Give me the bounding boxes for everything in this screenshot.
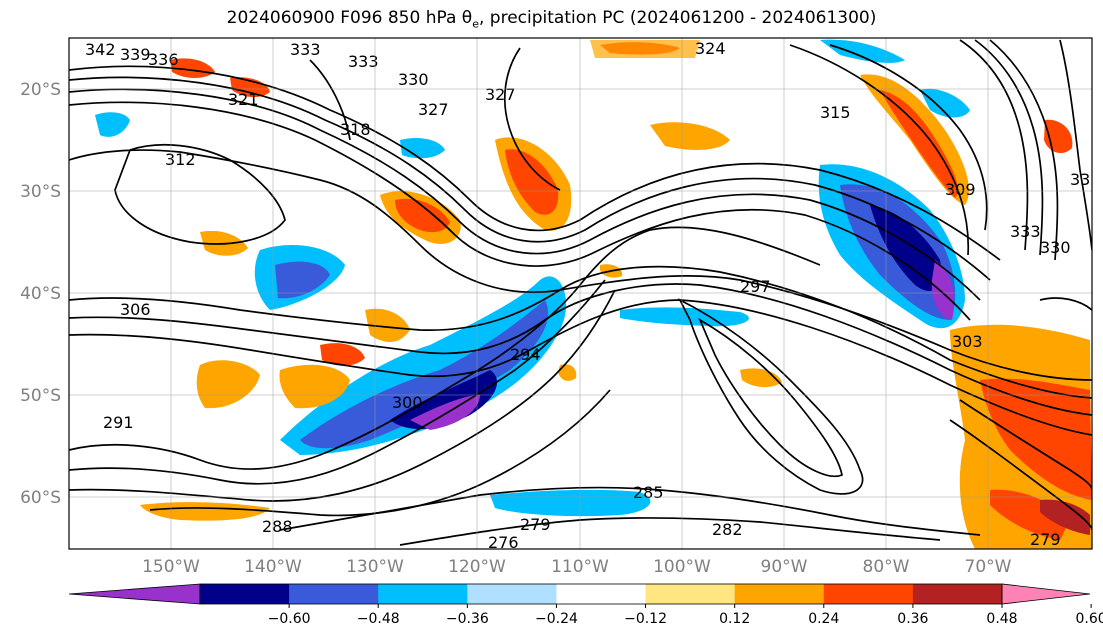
colorbar-tick-label: 0.12 — [719, 611, 750, 627]
svg-text:70°W: 70°W — [965, 557, 1012, 577]
svg-text:285: 285 — [633, 483, 664, 502]
colorbar-tick-label: 0.36 — [897, 611, 928, 627]
map-title: 2024060900 F096 850 hPa θe, precipitatio… — [226, 8, 877, 31]
colorbar-swatch — [289, 584, 379, 604]
colorbar-swatch — [467, 584, 557, 604]
svg-text:333: 333 — [348, 52, 379, 71]
colorbar-tick-label: 0.24 — [808, 611, 839, 627]
colorbar-tick-label: −0.48 — [357, 611, 400, 627]
svg-text:318: 318 — [340, 120, 371, 139]
colorbar-swatch — [200, 584, 290, 604]
colorbar-frame — [199, 583, 1003, 605]
svg-text:324: 324 — [695, 39, 726, 58]
svg-text:40°S: 40°S — [20, 284, 61, 304]
svg-text:276: 276 — [488, 533, 519, 552]
svg-text:291: 291 — [103, 413, 134, 432]
theta-e-contours — [69, 39, 1092, 546]
svg-text:303: 303 — [952, 332, 983, 351]
svg-text:279: 279 — [520, 515, 551, 534]
gridlines — [69, 38, 1092, 549]
colorbar-swatch — [734, 584, 825, 604]
colorbar: −0.60 −0.48 −0.36 −0.24 −0.12 0.12 0.24 0.36 0.4… — [68, 583, 1103, 627]
svg-text:90°W: 90°W — [761, 557, 808, 577]
svg-text:150°W: 150°W — [142, 557, 200, 577]
svg-text:342: 342 — [85, 40, 116, 59]
svg-text:100°W: 100°W — [653, 557, 711, 577]
svg-text:309: 309 — [945, 180, 976, 199]
svg-text:80°W: 80°W — [863, 557, 910, 577]
precip-negative-regions — [95, 39, 970, 517]
svg-text:312: 312 — [165, 150, 196, 169]
colorbar-tick-label: −0.60 — [268, 611, 311, 627]
svg-text:330: 330 — [1040, 238, 1071, 257]
svg-text:336: 336 — [1070, 170, 1101, 189]
svg-text:120°W: 120°W — [448, 557, 506, 577]
svg-text:294: 294 — [510, 345, 541, 364]
map-area: 342 339 336 333 333 330 327 327 324 321 … — [69, 38, 1101, 552]
svg-text:333: 333 — [290, 40, 321, 59]
svg-text:282: 282 — [712, 520, 743, 539]
precip-positive-regions — [140, 40, 1092, 549]
colorbar-extend-high — [1001, 583, 1091, 605]
colorbar-tick-label: 0.60 — [1076, 611, 1103, 627]
colorbar-swatch — [556, 584, 647, 604]
svg-text:130°W: 130°W — [346, 557, 404, 577]
colorbar-swatch — [378, 584, 468, 604]
contour-labels: 342 339 336 333 333 330 327 327 324 321 … — [85, 39, 1101, 552]
svg-text:140°W: 140°W — [244, 557, 302, 577]
colorbar-tick-label: −0.36 — [446, 611, 489, 627]
colorbar-tick-label: −0.12 — [624, 611, 667, 627]
svg-text:336: 336 — [148, 50, 179, 69]
svg-text:327: 327 — [485, 85, 516, 104]
svg-text:20°S: 20°S — [20, 80, 61, 100]
svg-text:327: 327 — [418, 100, 449, 119]
colorbar-swatch — [823, 584, 914, 604]
colorbar-tick-label: 0.48 — [986, 611, 1017, 627]
svg-text:306: 306 — [120, 300, 151, 319]
svg-text:288: 288 — [262, 517, 293, 536]
svg-text:50°S: 50°S — [20, 386, 61, 406]
colorbar-tick-label: −0.24 — [535, 611, 578, 627]
colorbar-swatch — [912, 584, 1003, 604]
longitude-ticks: 150°W 140°W 130°W 120°W 110°W 100°W 90°W… — [142, 557, 1012, 577]
svg-text:30°S: 30°S — [20, 182, 61, 202]
svg-text:333: 333 — [1010, 222, 1041, 241]
svg-text:330: 330 — [398, 70, 429, 89]
colorbar-swatch — [645, 584, 736, 604]
map-frame — [68, 37, 1093, 550]
colorbar-extend-low — [68, 583, 201, 605]
svg-text:321: 321 — [228, 90, 259, 109]
svg-text:60°S: 60°S — [20, 488, 61, 508]
svg-text:279: 279 — [1030, 530, 1061, 549]
svg-text:110°W: 110°W — [551, 557, 609, 577]
svg-text:297: 297 — [740, 277, 771, 296]
svg-text:339: 339 — [120, 45, 151, 64]
svg-text:315: 315 — [820, 103, 851, 122]
svg-text:300: 300 — [392, 393, 423, 412]
latitude-ticks: 20°S 30°S 40°S 50°S 60°S — [20, 80, 61, 508]
